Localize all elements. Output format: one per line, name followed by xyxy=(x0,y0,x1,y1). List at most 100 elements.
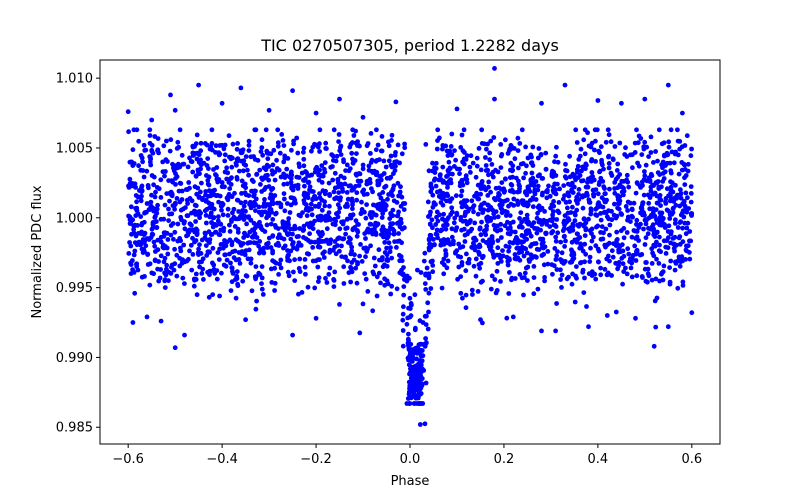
data-point xyxy=(389,255,395,261)
data-point xyxy=(393,150,398,155)
data-point xyxy=(441,211,446,217)
data-point xyxy=(132,181,138,187)
data-point xyxy=(449,234,455,240)
data-point xyxy=(220,245,226,251)
data-point xyxy=(657,193,663,198)
data-point xyxy=(512,156,518,162)
data-point xyxy=(305,172,311,178)
data-point xyxy=(386,158,392,164)
data-point xyxy=(476,146,482,151)
data-point xyxy=(562,233,567,239)
data-point xyxy=(382,185,387,190)
data-point xyxy=(268,207,274,212)
data-point xyxy=(227,154,232,160)
data-point xyxy=(661,238,667,244)
data-point xyxy=(515,240,520,246)
data-point xyxy=(600,162,605,168)
data-point xyxy=(172,246,178,252)
data-point xyxy=(423,380,429,386)
data-point xyxy=(589,238,595,244)
data-point xyxy=(259,137,265,143)
data-point xyxy=(238,214,243,219)
data-point xyxy=(617,182,623,188)
data-point xyxy=(397,258,403,264)
data-point xyxy=(561,261,566,266)
data-point xyxy=(651,343,657,349)
data-point xyxy=(201,277,206,282)
data-point xyxy=(368,221,374,227)
data-point xyxy=(552,159,557,165)
data-point xyxy=(564,168,570,174)
data-point xyxy=(214,268,220,273)
data-point xyxy=(165,159,170,164)
data-point xyxy=(468,170,473,175)
data-point xyxy=(364,143,370,149)
data-point xyxy=(241,217,247,222)
data-point xyxy=(461,156,467,162)
data-point xyxy=(646,273,652,279)
data-point xyxy=(195,250,201,256)
data-point xyxy=(583,184,589,190)
data-point xyxy=(440,164,446,170)
data-point xyxy=(638,205,644,211)
data-point xyxy=(227,222,232,228)
data-point xyxy=(646,215,652,221)
data-point xyxy=(358,178,364,184)
data-point xyxy=(126,251,132,256)
data-point xyxy=(217,246,223,252)
data-point xyxy=(495,238,501,244)
data-point xyxy=(689,310,695,316)
data-point xyxy=(510,163,516,169)
data-point xyxy=(164,138,169,144)
data-point xyxy=(543,230,549,236)
data-point xyxy=(625,217,630,223)
data-point xyxy=(687,250,692,255)
data-point xyxy=(139,193,144,199)
data-point xyxy=(285,253,291,259)
data-point xyxy=(495,245,501,251)
data-point xyxy=(194,232,200,238)
data-point xyxy=(601,166,606,172)
data-point xyxy=(350,212,356,218)
data-point xyxy=(472,247,478,253)
data-point xyxy=(685,195,690,201)
data-point xyxy=(555,181,560,187)
data-point xyxy=(165,237,171,242)
data-point xyxy=(204,163,210,168)
data-point xyxy=(181,220,187,226)
data-point xyxy=(603,226,609,232)
data-point xyxy=(661,140,667,146)
data-point xyxy=(458,193,464,199)
data-point xyxy=(406,362,412,368)
data-point xyxy=(460,148,466,154)
data-point xyxy=(387,249,393,255)
data-point xyxy=(276,272,281,277)
x-tick-label: 0.4 xyxy=(588,452,609,467)
data-point xyxy=(372,263,378,269)
data-point xyxy=(205,156,211,162)
data-point xyxy=(270,171,275,177)
data-point xyxy=(452,215,458,221)
data-point xyxy=(683,190,689,196)
data-point xyxy=(191,283,197,289)
data-point xyxy=(382,250,388,255)
data-point xyxy=(263,185,269,190)
data-point xyxy=(636,225,642,231)
data-point xyxy=(477,242,482,248)
data-point xyxy=(379,134,385,139)
data-point xyxy=(237,168,242,174)
data-point xyxy=(278,202,284,207)
data-point xyxy=(134,127,140,133)
data-point xyxy=(206,294,212,300)
data-point xyxy=(614,238,620,243)
data-point xyxy=(619,242,625,248)
data-point xyxy=(641,192,647,198)
data-point xyxy=(349,269,355,275)
data-point xyxy=(678,192,683,198)
data-point xyxy=(477,265,483,271)
data-point xyxy=(515,148,521,154)
data-point xyxy=(423,322,429,327)
data-point xyxy=(601,210,607,216)
data-point xyxy=(153,189,158,195)
data-point xyxy=(680,110,685,116)
